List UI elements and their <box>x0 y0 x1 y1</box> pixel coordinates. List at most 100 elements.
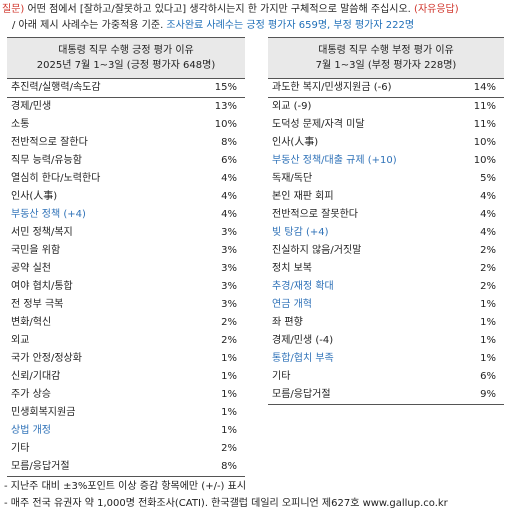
table-row: 외교 2% <box>7 332 245 350</box>
row-label: 서민 정책/복지 <box>11 227 73 238</box>
row-label: 모름/응답거절 <box>11 461 70 472</box>
positive-rows: 추진력/실행력/속도감 15% 경제/민생 13% 소통 10% 전반적으로 잘한다 8% 직무… <box>7 79 245 477</box>
table-row: 연금 개혁 1% <box>268 296 504 314</box>
row-value: 3% <box>221 299 237 310</box>
table-row: 열심히 한다/노력한다 4% <box>7 170 245 188</box>
row-label: 좌 편향 <box>272 317 303 328</box>
row-label: 추경/재정 확대 <box>272 281 334 292</box>
table-row: 진실하지 않음/거짓말 2% <box>268 242 504 260</box>
table-row: 기타 2% <box>7 440 245 458</box>
row-label: 경제/민생 (-4) <box>272 335 334 346</box>
row-label: 기타 <box>11 443 30 454</box>
table-row: 빚 탕감 (+4) 4% <box>268 224 504 242</box>
row-value: 15% <box>214 82 237 93</box>
row-value: 4% <box>480 191 496 202</box>
negative-table: 대통령 직무 수행 부정 평가 이유 7월 1~3일 (부정 평가자 228명)… <box>268 37 504 405</box>
row-value: 5% <box>480 173 496 184</box>
row-label: 열심히 한다/노력한다 <box>11 173 101 184</box>
row-label: 여야 협치/통합 <box>11 281 73 292</box>
row-label: 소통 <box>11 119 30 130</box>
positive-title: 대통령 직무 수행 긍정 평가 이유 <box>58 45 194 56</box>
row-value: 4% <box>480 209 496 220</box>
table-row: 전 정부 극복 3% <box>7 296 245 314</box>
table-row: 변화/혁신 2% <box>7 314 245 332</box>
table-row: 추경/재정 확대 2% <box>268 278 504 296</box>
negative-title: 대통령 직무 수행 부정 평가 이유 <box>318 45 454 56</box>
table-row: 통합/협치 부족 1% <box>268 350 504 368</box>
row-label: 국민을 위함 <box>11 245 61 256</box>
table-row: 상법 개정 1% <box>7 422 245 440</box>
row-label: 외교 (-9) <box>272 101 312 112</box>
row-value: 8% <box>221 461 237 472</box>
table-row: 국가 안정/정상화 1% <box>7 350 245 368</box>
table-row: 인사(人事) 4% <box>7 188 245 206</box>
table-row: 모름/응답거절 9% <box>268 386 504 405</box>
table-row: 전반적으로 잘못한다 4% <box>268 206 504 224</box>
row-label: 주가 상승 <box>11 389 51 400</box>
table-row: 도덕성 문제/자격 미달 11% <box>268 116 504 134</box>
row-value: 11% <box>473 101 496 112</box>
table-row: 주가 상승 1% <box>7 386 245 404</box>
row-value: 1% <box>221 425 237 436</box>
row-value: 3% <box>221 263 237 274</box>
table-row: 직무 능력/유능함 6% <box>7 152 245 170</box>
row-value: 11% <box>473 119 496 130</box>
row-value: 2% <box>221 317 237 328</box>
row-label: 도덕성 문제/자격 미달 <box>272 119 365 130</box>
row-value: 6% <box>480 371 496 382</box>
row-value: 4% <box>221 173 237 184</box>
row-label: 외교 <box>11 335 30 346</box>
row-label: 국가 안정/정상화 <box>11 353 82 364</box>
row-value: 9% <box>480 389 496 400</box>
row-label: 직무 능력/유능함 <box>11 155 82 166</box>
row-value: 3% <box>221 245 237 256</box>
negative-table-header: 대통령 직무 수행 부정 평가 이유 7월 1~3일 (부정 평가자 228명) <box>268 37 504 79</box>
row-label: 추진력/실행력/속도감 <box>11 82 101 93</box>
row-label: 상법 개정 <box>11 425 51 436</box>
table-row: 소통 10% <box>7 116 245 134</box>
positive-subtitle: 2025년 7월 1~3일 (긍정 평가자 648명) <box>36 60 216 71</box>
sample-note-highlight: 조사완료 사례수는 긍정 평가자 659명, 부정 평가자 222명 <box>166 20 415 31</box>
row-label: 통합/협치 부족 <box>272 353 334 364</box>
table-row: 추진력/실행력/속도감 15% <box>7 79 245 98</box>
row-label: 모름/응답거절 <box>272 389 331 400</box>
row-value: 2% <box>480 281 496 292</box>
row-value: 2% <box>480 245 496 256</box>
question-line: 질문) 어떤 점에서 [잘하고/잘못하고 있다고] 생각하시는지 한 가지만 구… <box>2 2 508 18</box>
table-row: 과도한 복지/민생지원금 (-6) 14% <box>268 79 504 98</box>
row-label: 변화/혁신 <box>11 317 52 328</box>
table-row: 인사(人事) 10% <box>268 134 504 152</box>
sample-note: / 아래 제시 사례수는 가중적용 기준. 조사완료 사례수는 긍정 평가자 6… <box>2 18 508 34</box>
row-value: 2% <box>221 335 237 346</box>
row-value: 4% <box>221 209 237 220</box>
table-row: 좌 편향 1% <box>268 314 504 332</box>
row-value: 2% <box>221 443 237 454</box>
table-row: 본인 재판 회피 4% <box>268 188 504 206</box>
row-value: 1% <box>480 317 496 328</box>
question-suffix: (자유응답) <box>414 4 459 15</box>
table-row: 서민 정책/복지 3% <box>7 224 245 242</box>
row-value: 1% <box>221 407 237 418</box>
row-label: 기타 <box>272 371 291 382</box>
row-value: 14% <box>473 82 496 93</box>
negative-subtitle: 7월 1~3일 (부정 평가자 228명) <box>315 60 457 71</box>
row-value: 1% <box>221 389 237 400</box>
row-label: 부동산 정책/대출 규제 (+10) <box>272 155 397 166</box>
footnotes: - 지난주 대비 ±3%포인트 이상 증감 항목에만 (+/-) 표시 - 매주… <box>4 478 448 512</box>
row-value: 1% <box>221 353 237 364</box>
row-value: 4% <box>221 191 237 202</box>
row-label: 과도한 복지/민생지원금 (-6) <box>272 82 392 93</box>
table-row: 독재/독단 5% <box>268 170 504 188</box>
row-label: 연금 개혁 <box>272 299 312 310</box>
row-value: 4% <box>480 227 496 238</box>
row-value: 1% <box>480 353 496 364</box>
table-row: 부동산 정책 (+4) 4% <box>7 206 245 224</box>
row-value: 1% <box>221 371 237 382</box>
row-label: 인사(人事) <box>272 137 319 148</box>
table-row: 경제/민생 13% <box>7 98 245 116</box>
table-row: 정치 보복 2% <box>268 260 504 278</box>
table-row: 전반적으로 잘한다 8% <box>7 134 245 152</box>
row-label: 경제/민생 <box>11 101 52 112</box>
row-label: 전반적으로 잘한다 <box>11 137 88 148</box>
row-label: 인사(人事) <box>11 191 58 202</box>
